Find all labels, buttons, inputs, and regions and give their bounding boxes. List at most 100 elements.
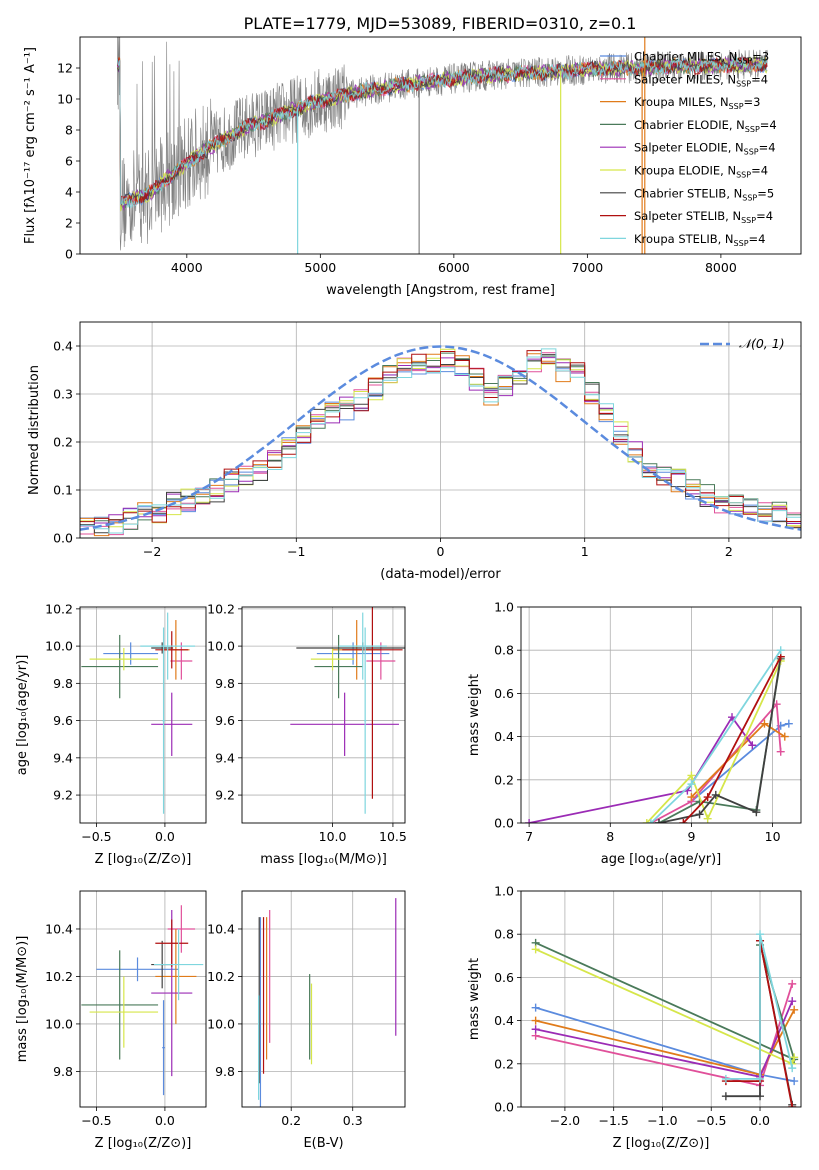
plot-area: [116, 37, 768, 254]
x-tick-label: 6000: [438, 260, 470, 275]
mass-weight-marker: [531, 1003, 540, 1012]
mass-weight-marker: [531, 945, 540, 954]
x-tick-label: 0: [437, 544, 445, 559]
legend-entry: Kroupa STELIB, NSSP=4: [634, 232, 765, 248]
y-tick-label: 9.4: [53, 750, 73, 765]
x-tick-label: −0.5: [81, 829, 111, 844]
x-tick-label: −0.5: [81, 1113, 111, 1128]
x-tick-label: 7000: [571, 260, 603, 275]
y-tick-label: 9.4: [215, 750, 235, 765]
x-tick-label: 8000: [705, 260, 737, 275]
x-tick-label: 5000: [304, 260, 336, 275]
x-tick-label: 0.2: [281, 1113, 301, 1128]
legend-entry: Chabrier STELIB, NSSP=5: [634, 186, 774, 202]
axes-frame: [79, 321, 802, 539]
y-tick-label: 10.0: [45, 1016, 73, 1031]
x-axis-label: Z [log₁₀(Z/Z⊙)]: [613, 1136, 710, 1151]
x-tick-label: −1.5: [599, 1113, 629, 1128]
y-tick-label: 10.0: [207, 1016, 235, 1031]
mass-weight-marker: [790, 1053, 799, 1062]
x-axis-label: Z [log₁₀(Z/Z⊙)]: [95, 1136, 192, 1151]
x-axis-label: wavelength [Angstrom, rest frame]: [326, 283, 555, 298]
y-axis-label: Flux [fλ10⁻¹⁷ erg cm⁻² s⁻¹ A⁻¹]: [23, 47, 38, 244]
y-tick-label: 9.8: [53, 676, 73, 691]
y-tick-label: 10.2: [207, 601, 235, 616]
mass-weight-line: [535, 1000, 794, 1078]
mass-weight-marker: [788, 1064, 797, 1073]
mass-weight-marker: [784, 719, 793, 728]
plot-area: [531, 930, 799, 1107]
panel-3: −0.5 0.0 9.2 9.4 9.6 9.8 10.0 10.2 Z [log₁₀(Z/Z⊙…: [15, 601, 207, 867]
y-tick-label: 4: [65, 185, 73, 200]
y-tick-label: 10: [57, 92, 73, 107]
plot-area: [290, 607, 405, 814]
x-axis-label: (data-model)/error: [380, 567, 501, 582]
y-tick-label: 1.0: [494, 884, 514, 899]
mass-weight-marker: [752, 808, 761, 817]
axes-frame: [79, 890, 207, 1108]
legend-entry: Salpeter MILES, NSSP=4: [634, 72, 768, 88]
x-axis-label: Z [log₁₀(Z/Z⊙)]: [95, 852, 192, 867]
panel-6: −0.5 0.0 9.8 10.0 10.2 10.4 Z [log₁₀(Z/Z⊙)] mas…: [15, 890, 207, 1151]
mass-weight-marker: [687, 793, 696, 802]
panel-5: 7 8 9 10 0.0 0.2 0.4 0.6 0.8 1.0 age [log₁₀(age/yr…: [467, 600, 802, 867]
y-axis-label: age [log₁₀(age/yr)]: [15, 655, 30, 776]
x-tick-label: 1: [581, 544, 589, 559]
mass-weight-marker: [525, 819, 534, 823]
panel-7: 0.2 0.3 9.8 10.0 10.2 10.4 E(B-V): [207, 890, 406, 1151]
x-tick-label: −0.5: [696, 1113, 726, 1128]
y-tick-label: 0.4: [494, 729, 514, 744]
x-tick-label: 10.0: [319, 829, 347, 844]
y-tick-label: 0.2: [53, 435, 73, 450]
panel-2: −2 −1 0 1 2 0.0 0.1 0.2 0.3 0.4 (data-model)/error…: [27, 321, 802, 582]
y-tick-label: 2: [65, 216, 73, 231]
y-tick-label: 1.0: [494, 600, 514, 615]
axes-frame: [520, 890, 802, 1108]
y-tick-label: 0.6: [494, 970, 514, 985]
axes-frame: [79, 36, 802, 255]
y-tick-label: 10.4: [45, 921, 73, 936]
y-axis-label: mass weight: [467, 674, 482, 756]
y-tick-label: 0.2: [494, 772, 514, 787]
y-tick-label: 0: [65, 247, 73, 262]
mass-weight-marker: [654, 819, 663, 823]
mass-weight-marker: [695, 810, 704, 819]
y-tick-label: 0.4: [494, 1013, 514, 1028]
mass-weight-marker: [531, 1016, 540, 1025]
legend-entry: Kroupa MILES, NSSP=3: [634, 95, 760, 111]
x-tick-label: −1: [287, 544, 305, 559]
mass-weight-marker: [776, 747, 785, 756]
y-tick-label: 6: [65, 154, 73, 169]
mass-weight-line: [725, 933, 794, 1080]
y-tick-label: 9.6: [53, 713, 73, 728]
y-tick-label: 0.4: [53, 339, 73, 354]
x-tick-label: 0.0: [750, 1113, 770, 1128]
y-tick-label: 0.8: [494, 643, 514, 658]
mass-weight-marker: [703, 793, 712, 802]
y-tick-label: 0.0: [53, 531, 73, 546]
mass-weight-marker: [790, 1077, 799, 1086]
axes-frame: [520, 606, 802, 824]
y-tick-label: 9.8: [215, 1064, 235, 1079]
y-axis-label: mass [log₁₀(M/M⊙)]: [15, 936, 30, 1063]
x-tick-label: 4000: [171, 260, 203, 275]
x-tick-label: 9: [687, 829, 695, 844]
plot-area: [81, 612, 196, 814]
y-tick-label: 0.0: [494, 816, 514, 831]
legend-entry: Chabrier MILES, NSSP=3: [634, 50, 769, 66]
y-tick-label: 0.2: [494, 1056, 514, 1071]
x-tick-label: −1.0: [647, 1113, 677, 1128]
legend-entry: Kroupa ELODIE, NSSP=4: [634, 164, 768, 180]
y-tick-label: 0.1: [53, 483, 73, 498]
mass-weight-marker: [756, 930, 765, 939]
x-axis-label: mass [log₁₀(M/M⊙)]: [260, 852, 387, 867]
legend-entry: Salpeter STELIB, NSSP=4: [634, 209, 773, 225]
mass-weight-marker: [646, 819, 655, 823]
mass-weight-marker: [687, 771, 696, 780]
x-tick-label: 0.0: [155, 1113, 175, 1128]
mass-weight-line: [646, 660, 782, 823]
mass-weight-marker: [531, 1025, 540, 1034]
mass-weight-marker: [790, 1005, 799, 1014]
mass-weight-marker: [728, 713, 737, 722]
